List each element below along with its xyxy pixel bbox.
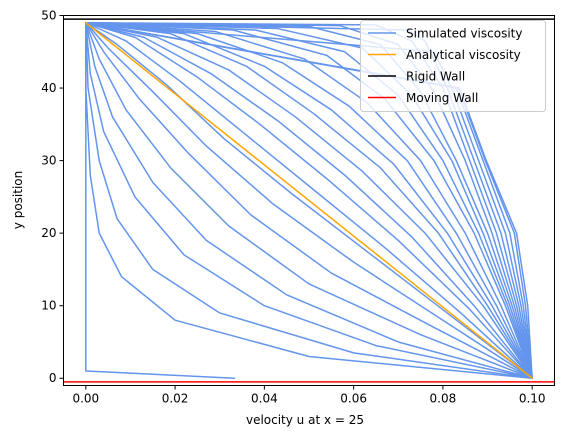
y-tick-label: 50	[41, 9, 56, 23]
simulated-profile-1	[85, 22, 533, 379]
x-tick-label: 0.08	[430, 392, 457, 406]
legend-box	[360, 20, 546, 112]
simulated-profile-7	[85, 22, 533, 379]
x-tick-label: 0.04	[251, 392, 278, 406]
x-axis: 0.00 0.02 0.04 0.06 0.08 0.10	[72, 385, 546, 406]
y-tick-label: 30	[41, 154, 56, 168]
simulated-profile-10	[85, 22, 533, 379]
simulated-profile-5	[85, 22, 533, 379]
reference-lines	[63, 18, 555, 383]
analytical-line-0	[85, 22, 533, 379]
simulated-profile-8	[85, 22, 533, 379]
simulated-profile-2	[85, 22, 533, 379]
y-tick-label: 0	[49, 371, 57, 385]
y-axis: 0 10 20 30 40 50	[41, 9, 64, 385]
simulated-profile-15	[85, 22, 533, 379]
legend-label: Moving Wall	[406, 91, 478, 105]
y-tick-label: 40	[41, 81, 56, 95]
simulated-profile-18	[85, 22, 533, 379]
x-tick-label: 0.10	[519, 392, 546, 406]
axes-frame	[63, 15, 555, 386]
simulated-profile-19	[85, 22, 533, 379]
simulated-profile-12	[85, 22, 533, 379]
legend-label: Rigid Wall	[406, 70, 465, 84]
simulated-profile-17	[85, 22, 533, 379]
simulated-profile-4	[85, 22, 533, 379]
legend-label: Simulated viscosity	[406, 27, 522, 41]
y-tick-label: 20	[41, 226, 56, 240]
simulated-profile-11	[85, 22, 533, 379]
simulated-profile-16	[85, 22, 533, 379]
x-axis-label: velocity u at x = 25	[246, 413, 364, 427]
simulated-profile-14	[85, 22, 533, 379]
legend: Simulated viscosity Analytical viscosity R…	[360, 20, 546, 112]
simulated-profile-9	[85, 22, 533, 379]
legend-label: Analytical viscosity	[406, 48, 521, 62]
x-tick-label: 0.02	[162, 392, 189, 406]
simulated-profile-6	[85, 22, 533, 379]
y-axis-label: y position	[11, 171, 25, 229]
y-tick-label: 10	[41, 299, 56, 313]
x-tick-label: 0.06	[340, 392, 367, 406]
x-tick-label: 0.00	[72, 392, 99, 406]
simulated-profile-20	[85, 22, 533, 379]
simulated-profile-3	[85, 22, 533, 379]
